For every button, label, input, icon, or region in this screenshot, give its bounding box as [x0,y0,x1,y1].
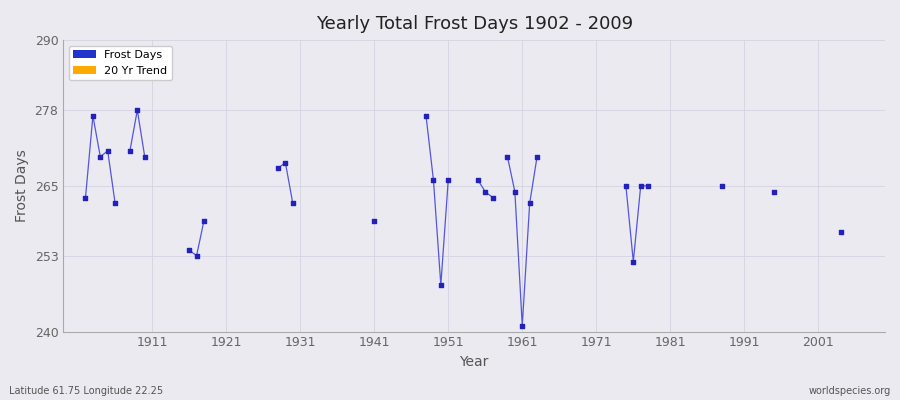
Point [93,154,107,160]
Point [197,218,211,224]
Title: Yearly Total Frost Days 1902 - 2009: Yearly Total Frost Days 1902 - 2009 [316,15,633,33]
Point [367,218,382,224]
Legend: Frost Days, 20 Yr Trend: Frost Days, 20 Yr Trend [68,46,172,80]
Text: worldspecies.org: worldspecies.org [809,386,891,396]
Point [500,154,515,160]
Point [78,194,93,201]
Point [485,194,500,201]
Point [271,165,285,172]
Point [618,183,633,189]
Point [108,200,122,206]
Point [478,188,492,195]
Point [434,282,448,288]
X-axis label: Year: Year [460,355,489,369]
Point [530,154,544,160]
Point [285,200,300,206]
Point [278,159,293,166]
Point [767,188,781,195]
Point [441,177,455,183]
Point [138,154,152,160]
Point [626,258,641,265]
Point [130,107,145,113]
Point [86,113,100,119]
Point [182,247,196,253]
Point [427,177,441,183]
Point [515,322,529,329]
Point [715,183,729,189]
Y-axis label: Frost Days: Frost Days [15,150,29,222]
Point [833,229,848,236]
Point [641,183,655,189]
Point [122,148,137,154]
Point [508,188,522,195]
Text: Latitude 61.75 Longitude 22.25: Latitude 61.75 Longitude 22.25 [9,386,163,396]
Point [101,148,115,154]
Point [634,183,648,189]
Point [471,177,485,183]
Point [523,200,537,206]
Point [418,113,433,119]
Point [189,253,203,259]
